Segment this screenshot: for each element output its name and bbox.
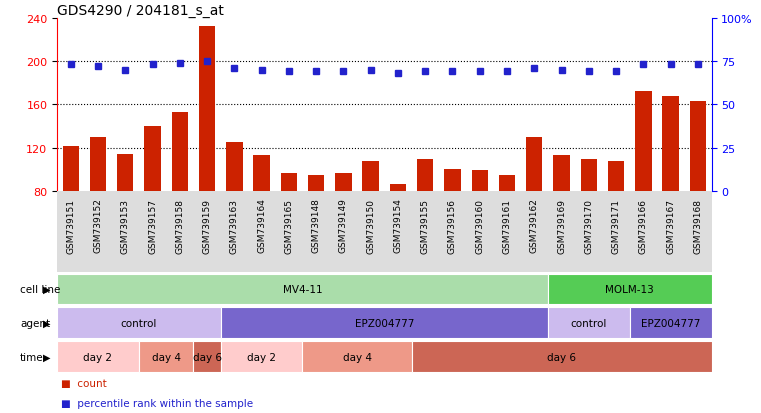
Text: GSM739151: GSM739151 bbox=[66, 198, 75, 253]
Text: ▶: ▶ bbox=[43, 318, 50, 328]
Bar bbox=[662, 97, 679, 192]
Bar bbox=[499, 176, 515, 192]
Text: GSM739158: GSM739158 bbox=[175, 198, 184, 253]
Text: GSM739169: GSM739169 bbox=[557, 198, 566, 253]
Text: GSM739165: GSM739165 bbox=[285, 198, 293, 253]
Text: GSM739149: GSM739149 bbox=[339, 198, 348, 253]
Bar bbox=[417, 159, 434, 192]
Bar bbox=[553, 156, 570, 192]
Text: control: control bbox=[121, 318, 157, 328]
Text: day 2: day 2 bbox=[84, 352, 113, 362]
Text: GSM739163: GSM739163 bbox=[230, 198, 239, 253]
Bar bbox=[221, 342, 303, 372]
Text: GSM739167: GSM739167 bbox=[666, 198, 675, 253]
Bar bbox=[548, 308, 630, 338]
Text: GSM739170: GSM739170 bbox=[584, 198, 594, 253]
Bar bbox=[57, 274, 548, 304]
Bar bbox=[57, 308, 221, 338]
Bar bbox=[630, 308, 712, 338]
Text: GSM739152: GSM739152 bbox=[94, 198, 103, 253]
Bar bbox=[548, 274, 712, 304]
Text: time: time bbox=[20, 352, 43, 362]
Bar bbox=[335, 173, 352, 192]
Text: GSM739148: GSM739148 bbox=[312, 198, 320, 253]
Text: day 4: day 4 bbox=[342, 352, 371, 362]
Text: GSM739155: GSM739155 bbox=[421, 198, 430, 253]
Bar bbox=[444, 170, 460, 192]
Text: ■  percentile rank within the sample: ■ percentile rank within the sample bbox=[61, 398, 253, 408]
Bar bbox=[281, 173, 297, 192]
Text: GDS4290 / 204181_s_at: GDS4290 / 204181_s_at bbox=[57, 4, 224, 18]
Bar bbox=[172, 113, 188, 192]
Bar bbox=[526, 138, 543, 192]
Text: day 2: day 2 bbox=[247, 352, 276, 362]
Text: GSM739171: GSM739171 bbox=[612, 198, 620, 253]
Text: GSM739156: GSM739156 bbox=[448, 198, 457, 253]
Bar bbox=[689, 102, 706, 192]
Text: ▶: ▶ bbox=[43, 284, 50, 294]
Text: EPZ004777: EPZ004777 bbox=[641, 318, 700, 328]
Bar bbox=[390, 184, 406, 192]
Bar bbox=[57, 342, 139, 372]
Text: cell line: cell line bbox=[20, 284, 60, 294]
Bar bbox=[412, 342, 712, 372]
Text: GSM739161: GSM739161 bbox=[502, 198, 511, 253]
Text: GSM739166: GSM739166 bbox=[639, 198, 648, 253]
Bar bbox=[90, 138, 106, 192]
Text: GSM739157: GSM739157 bbox=[148, 198, 157, 253]
Text: agent: agent bbox=[20, 318, 50, 328]
Text: MV4-11: MV4-11 bbox=[282, 284, 323, 294]
Bar bbox=[635, 92, 651, 192]
Bar bbox=[472, 171, 488, 192]
Text: GSM739159: GSM739159 bbox=[202, 198, 212, 253]
Bar bbox=[308, 176, 324, 192]
Text: EPZ004777: EPZ004777 bbox=[355, 318, 414, 328]
Text: GSM739162: GSM739162 bbox=[530, 198, 539, 253]
Text: ▶: ▶ bbox=[43, 352, 50, 362]
Text: GSM739168: GSM739168 bbox=[693, 198, 702, 253]
Bar bbox=[139, 342, 193, 372]
Bar bbox=[199, 27, 215, 192]
Bar bbox=[608, 161, 624, 192]
Bar bbox=[145, 127, 161, 192]
Bar bbox=[253, 156, 269, 192]
Text: GSM739160: GSM739160 bbox=[476, 198, 484, 253]
Text: GSM739153: GSM739153 bbox=[121, 198, 129, 253]
Text: day 6: day 6 bbox=[193, 352, 221, 362]
Text: ■  count: ■ count bbox=[61, 378, 107, 388]
Text: day 6: day 6 bbox=[547, 352, 576, 362]
Bar bbox=[226, 143, 243, 192]
Bar bbox=[221, 308, 548, 338]
Bar bbox=[581, 159, 597, 192]
Bar bbox=[117, 155, 133, 192]
Bar bbox=[193, 342, 221, 372]
Bar bbox=[62, 146, 79, 192]
Text: GSM739150: GSM739150 bbox=[366, 198, 375, 253]
Text: MOLM-13: MOLM-13 bbox=[605, 284, 654, 294]
Text: GSM739154: GSM739154 bbox=[393, 198, 403, 253]
Bar bbox=[362, 161, 379, 192]
Bar bbox=[303, 342, 412, 372]
Text: GSM739164: GSM739164 bbox=[257, 198, 266, 253]
Text: control: control bbox=[571, 318, 607, 328]
Text: day 4: day 4 bbox=[151, 352, 180, 362]
